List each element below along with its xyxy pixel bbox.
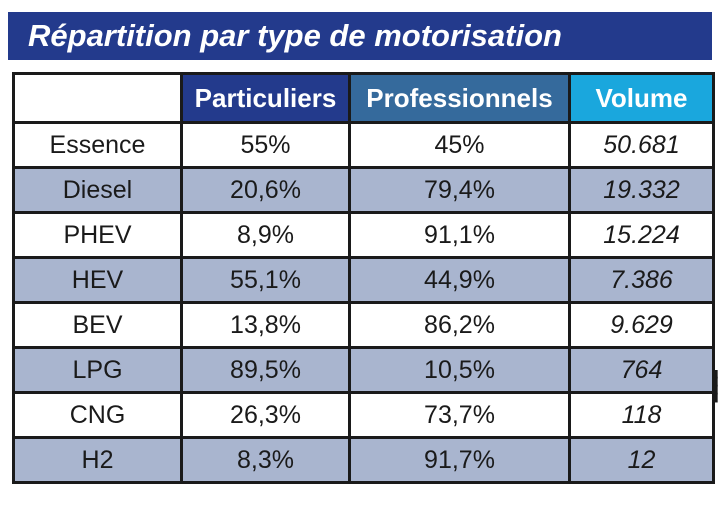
cell-volume: 12	[568, 436, 715, 484]
table-row: CNG 26,3% 73,7% 118	[12, 391, 715, 439]
table-row: H2 8,3% 91,7% 12	[12, 436, 715, 484]
cell-type: BEV	[12, 301, 183, 349]
cell-volume: 50.681	[568, 121, 715, 169]
table-row: Essence 55% 45% 50.681	[12, 121, 715, 169]
table-row: LPG 89,5% 10,5% 764	[12, 346, 715, 394]
cell-professionnels: 73,7%	[348, 391, 571, 439]
cell-particuliers: 20,6%	[180, 166, 351, 214]
table-row: HEV 55,1% 44,9% 7.386	[12, 256, 715, 304]
cell-type: LPG	[12, 346, 183, 394]
cell-professionnels: 10,5%	[348, 346, 571, 394]
edge-watermark-fragment: █ █ █ █	[712, 370, 718, 402]
header-volume: Volume	[568, 72, 715, 124]
cell-particuliers: 8,9%	[180, 211, 351, 259]
cell-type: PHEV	[12, 211, 183, 259]
cell-professionnels: 91,7%	[348, 436, 571, 484]
motorisation-table-container: Particuliers Professionnels Volume Essen…	[12, 72, 715, 512]
cell-particuliers: 8,3%	[180, 436, 351, 484]
header-professionnels: Professionnels	[348, 72, 571, 124]
header-empty-cell	[12, 72, 183, 124]
cell-type: CNG	[12, 391, 183, 439]
cell-type: Diesel	[12, 166, 183, 214]
cell-volume: 9.629	[568, 301, 715, 349]
cell-professionnels: 86,2%	[348, 301, 571, 349]
cell-professionnels: 45%	[348, 121, 571, 169]
cell-volume: 15.224	[568, 211, 715, 259]
cell-type: Essence	[12, 121, 183, 169]
table-row: Diesel 20,6% 79,4% 19.332	[12, 166, 715, 214]
header-row: Particuliers Professionnels Volume	[12, 72, 715, 124]
cell-particuliers: 89,5%	[180, 346, 351, 394]
cell-volume: 764	[568, 346, 715, 394]
cell-volume: 19.332	[568, 166, 715, 214]
cell-type: HEV	[12, 256, 183, 304]
motorisation-table: Particuliers Professionnels Volume Essen…	[12, 72, 715, 484]
header-particuliers: Particuliers	[180, 72, 351, 124]
cell-particuliers: 55%	[180, 121, 351, 169]
cell-particuliers: 55,1%	[180, 256, 351, 304]
cell-professionnels: 79,4%	[348, 166, 571, 214]
cell-professionnels: 91,1%	[348, 211, 571, 259]
cell-volume: 7.386	[568, 256, 715, 304]
cell-particuliers: 13,8%	[180, 301, 351, 349]
cell-volume: 118	[568, 391, 715, 439]
table-row: PHEV 8,9% 91,1% 15.224	[12, 211, 715, 259]
cell-particuliers: 26,3%	[180, 391, 351, 439]
table-row: BEV 13,8% 86,2% 9.629	[12, 301, 715, 349]
table-title: Répartition par type de motorisation	[8, 12, 712, 60]
cell-professionnels: 44,9%	[348, 256, 571, 304]
cell-type: H2	[12, 436, 183, 484]
